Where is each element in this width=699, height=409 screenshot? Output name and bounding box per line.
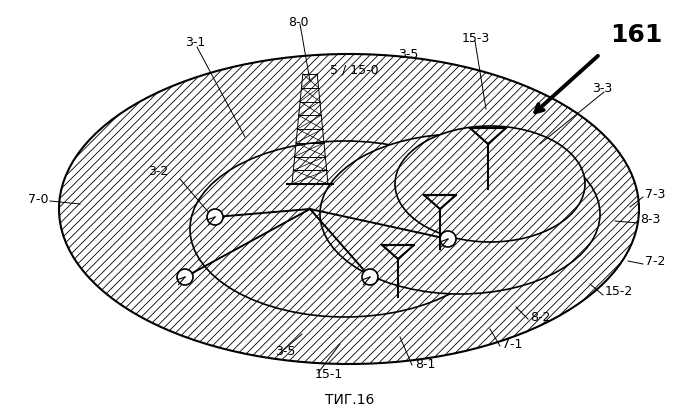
Ellipse shape: [59, 55, 639, 364]
Ellipse shape: [190, 142, 500, 317]
Text: 3-2: 3-2: [148, 165, 168, 178]
Text: 8-3: 8-3: [640, 213, 661, 226]
Text: 7-2: 7-2: [645, 255, 665, 268]
Text: 7-1: 7-1: [502, 338, 522, 351]
Circle shape: [440, 231, 456, 247]
Text: 15-3: 15-3: [462, 31, 490, 45]
Text: 3-5: 3-5: [398, 48, 419, 61]
Text: 8-2: 8-2: [530, 311, 550, 324]
Text: 15-1: 15-1: [315, 368, 343, 380]
Ellipse shape: [395, 127, 585, 243]
Circle shape: [177, 270, 193, 285]
Text: 7-3: 7-3: [645, 188, 665, 201]
Circle shape: [207, 209, 223, 225]
Ellipse shape: [320, 135, 600, 294]
Text: 15-2: 15-2: [605, 285, 633, 298]
Text: 3-3: 3-3: [592, 81, 612, 94]
Text: 8-0: 8-0: [288, 16, 308, 29]
Text: ΤИГ.16: ΤИГ.16: [325, 392, 375, 406]
Text: 3-1: 3-1: [185, 36, 206, 48]
Text: 161: 161: [610, 23, 663, 47]
Text: 8-1: 8-1: [415, 357, 435, 371]
Text: 7-0: 7-0: [28, 193, 48, 206]
Text: 3-5: 3-5: [275, 345, 296, 357]
Circle shape: [362, 270, 378, 285]
Text: 5 / 15-0: 5 / 15-0: [330, 63, 379, 76]
